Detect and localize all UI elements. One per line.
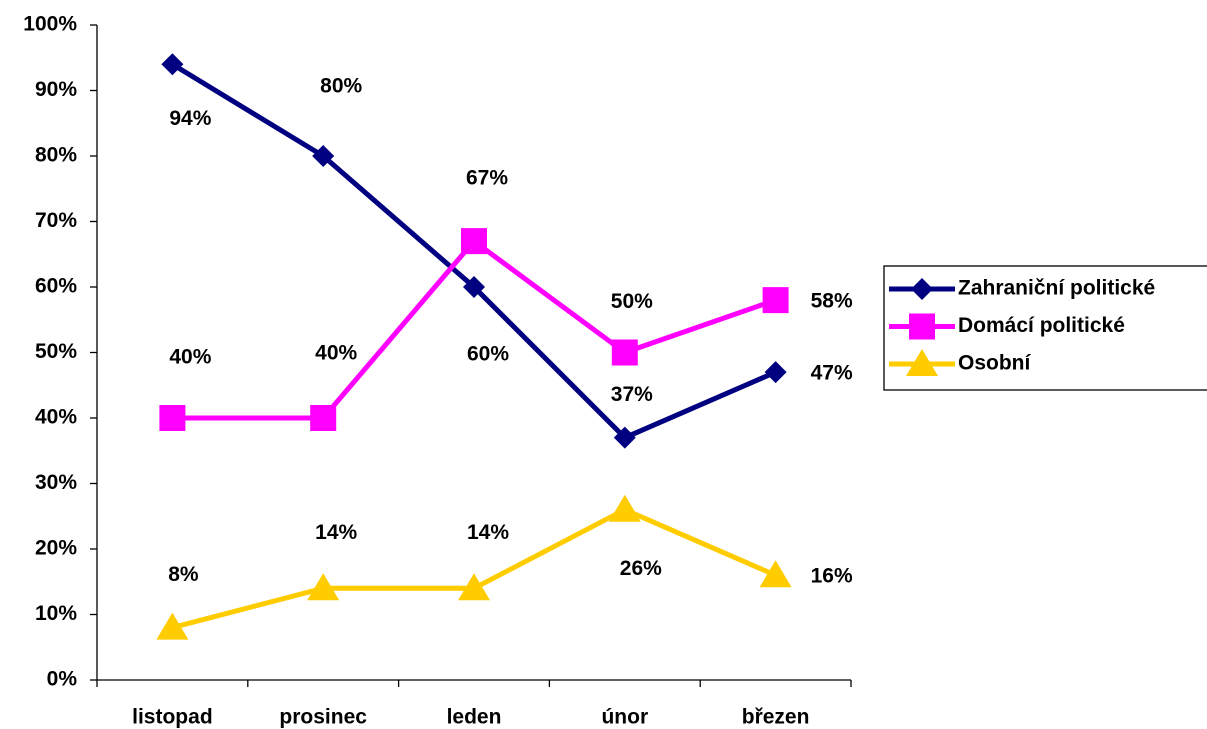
data-label: 14%	[315, 521, 357, 544]
legend-label: Zahraniční politické	[958, 277, 1155, 300]
legend-label: Domácí politické	[958, 314, 1125, 337]
y-tick-label: 0%	[47, 668, 78, 691]
data-point	[611, 339, 638, 366]
legend-marker	[911, 278, 933, 300]
legend-marker	[906, 349, 938, 376]
y-tick-label: 100%	[23, 13, 77, 36]
data-label: 40%	[169, 346, 211, 369]
data-point	[156, 612, 189, 640]
data-point	[159, 405, 186, 431]
data-point	[762, 287, 789, 314]
data-label: 67%	[466, 167, 508, 190]
data-point	[310, 405, 337, 431]
data-label: 37%	[611, 383, 653, 406]
data-point	[764, 361, 787, 384]
data-point	[613, 426, 636, 449]
data-label: 60%	[467, 343, 509, 366]
x-tick-label: únor	[601, 706, 648, 729]
y-tick-label: 40%	[35, 406, 77, 429]
data-label: 8%	[168, 563, 199, 586]
data-point	[312, 145, 335, 167]
x-tick-label: leden	[447, 706, 502, 729]
x-tick-label: březen	[742, 706, 810, 729]
y-tick-label: 10%	[35, 602, 77, 625]
legend-marker	[909, 313, 935, 340]
data-point	[461, 228, 487, 255]
y-tick-label: 30%	[35, 471, 77, 494]
y-tick-label: 60%	[35, 275, 77, 298]
data-label: 94%	[169, 107, 211, 130]
data-label: 14%	[467, 521, 509, 544]
legend-label: Osobní	[958, 352, 1031, 375]
data-point	[608, 494, 641, 522]
y-tick-label: 70%	[35, 209, 77, 232]
series-line	[172, 237, 777, 421]
y-tick-label: 80%	[35, 144, 77, 167]
data-point	[458, 573, 490, 601]
data-label: 80%	[320, 75, 362, 98]
data-label: 58%	[811, 290, 853, 313]
data-label: 50%	[611, 290, 653, 313]
data-point	[463, 276, 485, 298]
data-label: 26%	[620, 557, 662, 580]
x-tick-label: listopad	[132, 706, 213, 729]
y-tick-label: 90%	[35, 78, 77, 101]
data-point	[161, 53, 184, 76]
data-label: 47%	[811, 362, 853, 385]
legend: Zahraniční politické Domácí politické Osob…	[883, 265, 1207, 391]
data-point	[307, 573, 340, 601]
y-tick-label: 50%	[35, 340, 77, 363]
data-label: 16%	[811, 565, 853, 588]
data-label: 40%	[315, 342, 357, 365]
data-point	[759, 560, 792, 588]
x-tick-label: prosinec	[279, 706, 367, 729]
y-tick-label: 20%	[35, 537, 77, 560]
